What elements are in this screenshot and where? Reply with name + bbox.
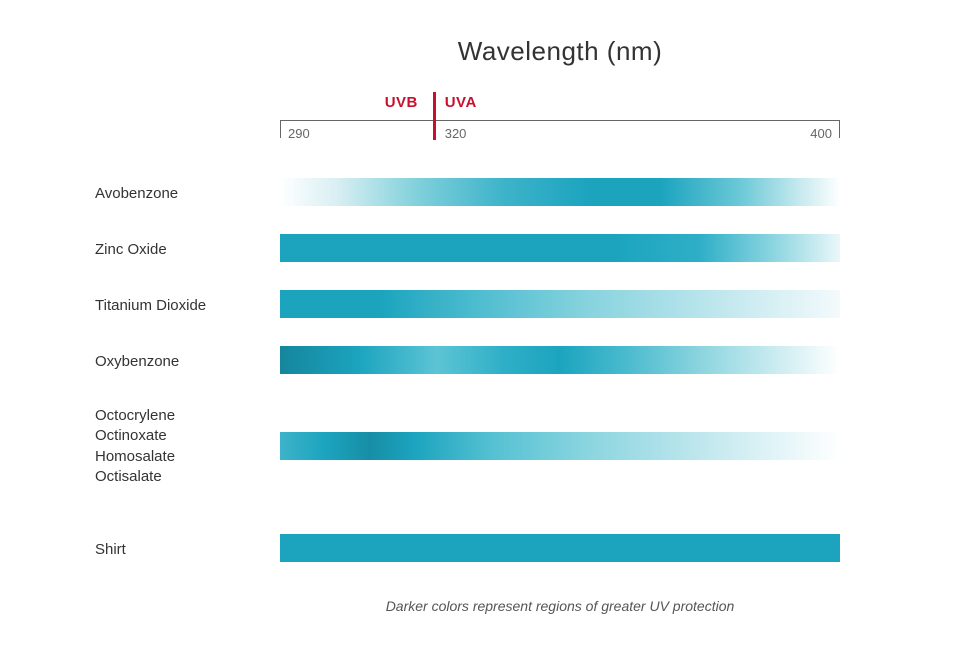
chart-caption: Darker colors represent regions of great… [280,598,840,614]
axis-label-mid: 320 [445,126,467,141]
protection-bar [280,290,840,318]
uva-label: UVA [445,94,477,111]
row-label: Oxybenzone [95,352,265,372]
protection-bar [280,178,840,206]
uvb-uva-divider [433,92,436,140]
x-axis: 290 320 400 [280,120,840,146]
protection-bar [280,432,840,460]
axis-tick-max [839,120,840,138]
chart-title: Wavelength (nm) [280,36,840,67]
row-label: Shirt [95,540,265,560]
axis-label-min: 290 [288,126,310,141]
protection-bar [280,234,840,262]
axis-tick-min [280,120,281,138]
row-label: Avobenzone [95,184,265,204]
uv-protection-chart: Wavelength (nm) UVB UVA 290 320 400 Avob… [0,0,960,661]
row-label: Octocrylene Octinoxate Homosalate Octisa… [95,406,265,487]
row-label: Zinc Oxide [95,240,265,260]
protection-bar [280,534,840,562]
protection-bar [280,346,840,374]
row-label: Titanium Dioxide [95,296,265,316]
axis-line [280,120,840,121]
uvb-label: UVB [385,94,418,111]
axis-label-max: 400 [810,126,832,141]
